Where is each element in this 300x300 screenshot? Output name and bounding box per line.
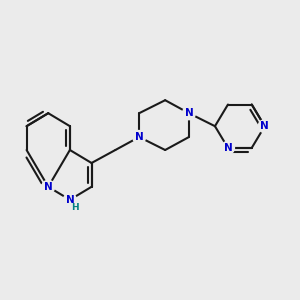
Text: N: N bbox=[65, 195, 74, 205]
Text: H: H bbox=[71, 203, 79, 212]
Text: N: N bbox=[184, 108, 193, 118]
Text: N: N bbox=[135, 132, 143, 142]
Circle shape bbox=[133, 130, 146, 143]
Text: N: N bbox=[224, 143, 232, 153]
Text: N: N bbox=[260, 121, 269, 131]
Circle shape bbox=[63, 193, 76, 206]
Text: N: N bbox=[44, 182, 52, 192]
Circle shape bbox=[258, 120, 271, 133]
Circle shape bbox=[182, 107, 196, 120]
Circle shape bbox=[221, 141, 234, 154]
Circle shape bbox=[42, 180, 55, 193]
